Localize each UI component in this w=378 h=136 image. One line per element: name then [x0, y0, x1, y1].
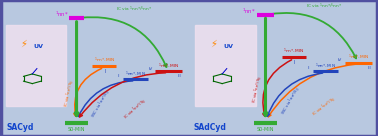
Text: UV: UV: [224, 44, 234, 49]
Text: S0-MIN: S0-MIN: [257, 127, 274, 132]
Text: $^1$ππ*-MIN: $^1$ππ*-MIN: [125, 69, 146, 79]
Text: IV: IV: [148, 67, 152, 71]
Text: III: III: [367, 66, 371, 70]
FancyArrowPatch shape: [79, 17, 167, 67]
Text: II: II: [308, 66, 310, 70]
FancyArrowPatch shape: [268, 64, 355, 117]
Text: $^1$nn*-MIN: $^1$nn*-MIN: [158, 61, 179, 71]
FancyArrowPatch shape: [263, 60, 291, 116]
Text: $^1$nn*-MIN: $^1$nn*-MIN: [284, 47, 305, 56]
Text: IC via $^1$nn*/S$_0$: IC via $^1$nn*/S$_0$: [61, 78, 77, 108]
Text: $^1$nn*-MIN: $^1$nn*-MIN: [348, 53, 369, 62]
FancyArrowPatch shape: [78, 81, 133, 116]
FancyArrowPatch shape: [80, 73, 166, 117]
Text: IC via $^1$nn*/S$_0$: IC via $^1$nn*/S$_0$: [121, 96, 148, 122]
Bar: [6, 25, 67, 106]
FancyArrowPatch shape: [74, 68, 102, 116]
Text: IC via $^1$nn*/$^1$nn*: IC via $^1$nn*/$^1$nn*: [306, 2, 343, 11]
Text: SAdCyd: SAdCyd: [194, 123, 227, 132]
Text: SSC via $^1$ππ*/S$_0$: SSC via $^1$ππ*/S$_0$: [88, 88, 113, 120]
Text: UV: UV: [34, 44, 44, 49]
Text: $^1$ππ*-MIN: $^1$ππ*-MIN: [315, 61, 336, 71]
Text: II: II: [118, 74, 120, 78]
FancyArrowPatch shape: [267, 73, 323, 116]
Text: SSC via $^1$ππ*/S$_0$: SSC via $^1$ππ*/S$_0$: [278, 85, 302, 117]
Text: ⚡: ⚡: [20, 39, 28, 49]
Text: IC via $^1$nn*/$^1$nn*: IC via $^1$nn*/$^1$nn*: [116, 5, 153, 14]
Text: S0-MIN: S0-MIN: [68, 127, 85, 132]
Text: III: III: [178, 75, 181, 78]
Text: IC via $^1$nn*/S$_0$: IC via $^1$nn*/S$_0$: [249, 75, 265, 104]
Text: $^1$nn*: $^1$nn*: [55, 10, 69, 19]
Text: I: I: [294, 60, 295, 65]
Text: IV: IV: [338, 58, 342, 62]
Text: IC via $^1$nn*/S$_0$: IC via $^1$nn*/S$_0$: [310, 94, 339, 119]
FancyArrowPatch shape: [268, 13, 356, 58]
Text: $^1$nn*-MIN: $^1$nn*-MIN: [94, 56, 115, 65]
Text: ⚡: ⚡: [211, 39, 217, 49]
Bar: [195, 25, 256, 106]
Text: $^1$nn*: $^1$nn*: [242, 7, 256, 16]
Text: SACyd: SACyd: [7, 123, 34, 132]
Text: I: I: [104, 69, 105, 74]
